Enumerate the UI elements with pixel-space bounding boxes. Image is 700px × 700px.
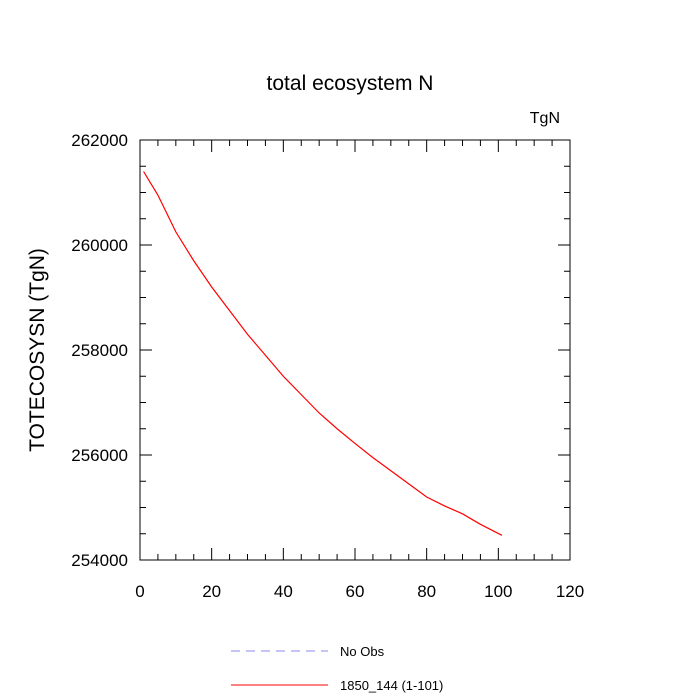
chart-title: total ecosystem N (267, 72, 434, 95)
units-label: TgN (530, 110, 560, 127)
axis-ticks: 0 20 40 60 80 100 120 254000 256000 258000 260000 2… (71, 131, 584, 601)
x-tick-label: 40 (274, 582, 293, 601)
x-tick-label: 60 (346, 582, 365, 601)
y-tick-label: 256000 (71, 446, 128, 465)
x-tick-label: 80 (417, 582, 436, 601)
series-line-1850-144-1-101- (143, 171, 503, 536)
x-tick-label: 120 (556, 582, 584, 601)
x-tick-label: 100 (484, 582, 512, 601)
y-tick-label: 258000 (71, 341, 128, 360)
y-axis-label: TOTECOSYSN (TgN) (26, 248, 49, 452)
legend: No Obs 1850_144 (1-101) (231, 644, 443, 693)
x-tick-label: 0 (135, 582, 144, 601)
legend-label-no-obs: No Obs (340, 644, 385, 659)
plot-frame (139, 139, 571, 561)
x-tick-label: 20 (202, 582, 221, 601)
legend-label-1850-144: 1850_144 (1-101) (340, 678, 443, 693)
y-tick-label: 262000 (71, 131, 128, 150)
y-tick-label: 254000 (71, 551, 128, 570)
y-tick-label: 260000 (71, 236, 128, 255)
series-lines (143, 171, 503, 536)
